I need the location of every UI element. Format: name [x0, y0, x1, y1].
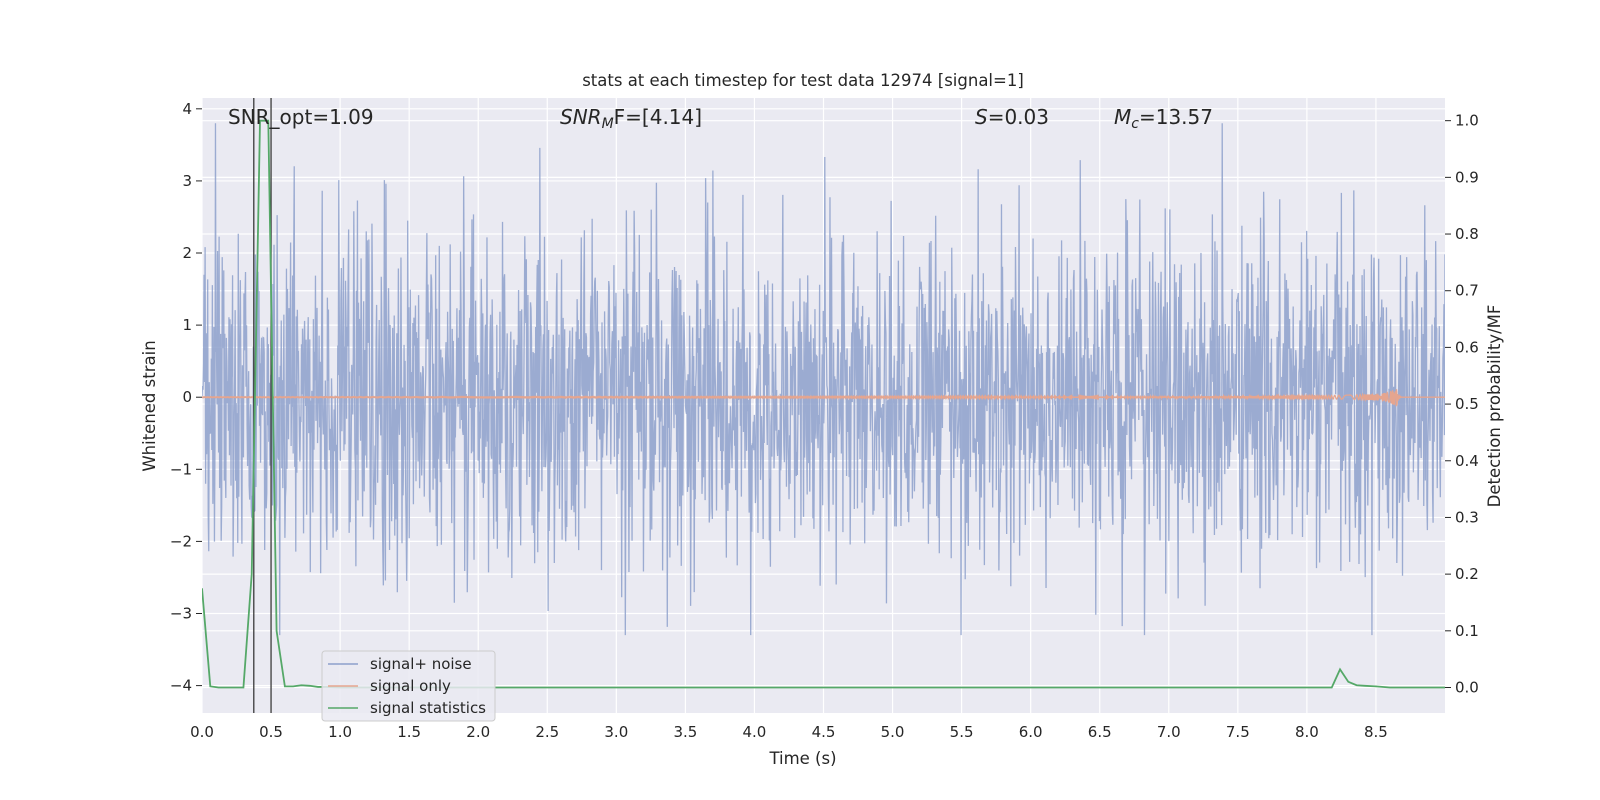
annotation-mc: Mc=13.57 — [1114, 105, 1213, 132]
x-tick-label: 1.0 — [328, 723, 352, 741]
x-tick-label: 5.5 — [950, 723, 974, 741]
y-right-tick-label: 0.4 — [1455, 452, 1479, 470]
y-right-tick-label: 0.5 — [1455, 395, 1479, 413]
annotation-mc-base: M — [1114, 105, 1131, 129]
x-tick-label: 2.0 — [466, 723, 490, 741]
annotation-snr-mf-rest: F=[4.14] — [614, 105, 702, 129]
x-tick-label: 7.5 — [1226, 723, 1250, 741]
legend-box — [321, 650, 496, 722]
y-left-tick-label: 3 — [182, 172, 192, 190]
x-tick-label: 3.5 — [673, 723, 697, 741]
x-tick-label: 0.0 — [190, 723, 214, 741]
x-tick-label: 6.5 — [1088, 723, 1112, 741]
x-tick-label: 8.5 — [1364, 723, 1388, 741]
legend: signal+ noise signal only signal statist… — [321, 650, 496, 722]
series-signal-noise — [202, 123, 1445, 636]
annotation-s: S=0.03 — [975, 105, 1049, 129]
x-tick-label: 5.0 — [881, 723, 905, 741]
annotation-mc-sub: c — [1131, 116, 1139, 132]
x-tick-label: 4.0 — [743, 723, 767, 741]
y-left-tick-label: 4 — [182, 100, 192, 118]
annotation-snr-mf-sub: M — [602, 116, 614, 132]
x-tick-label: 1.5 — [397, 723, 421, 741]
y-axis-right-label: Detection probability/MF — [1485, 305, 1504, 508]
y-left-tick-label: 0 — [182, 388, 192, 406]
signal-trace — [202, 389, 1445, 407]
series-signal-only — [202, 389, 1445, 407]
y-axis-left-ticks: −4 −3 −2 −1 0 1 2 3 4 — [170, 100, 202, 695]
x-tick-label: 8.0 — [1295, 723, 1319, 741]
annotation-s-italic: S — [975, 105, 988, 129]
x-tick-label: 2.5 — [535, 723, 559, 741]
y-right-tick-label: 1.0 — [1455, 112, 1479, 130]
y-right-tick-label: 0.9 — [1455, 168, 1479, 186]
x-tick-label: 6.0 — [1019, 723, 1043, 741]
y-right-tick-label: 0.6 — [1455, 338, 1479, 356]
y-left-tick-label: −1 — [170, 460, 192, 478]
y-left-tick-label: 1 — [182, 316, 192, 334]
annotation-mc-rest: =13.57 — [1139, 105, 1213, 129]
y-right-tick-label: 0.2 — [1455, 565, 1479, 583]
y-left-tick-label: −2 — [170, 532, 192, 550]
x-tick-label: 4.5 — [812, 723, 836, 741]
vertical-markers — [253, 98, 272, 713]
x-axis-ticks: 0.0 0.5 1.0 1.5 2.0 2.5 3.0 3.5 4.0 4.5 5.0 5.5 6.0 6… — [190, 723, 1388, 741]
x-tick-label: 3.0 — [604, 723, 628, 741]
chart-title: stats at each timestep for test data 129… — [582, 71, 1024, 90]
x-tick-label: 7.0 — [1157, 723, 1181, 741]
y-right-tick-label: 0.1 — [1455, 622, 1479, 640]
y-right-tick-label: 0.0 — [1455, 678, 1479, 696]
legend-label-signal-only: signal only — [370, 677, 451, 695]
x-axis-label: Time (s) — [768, 749, 836, 768]
y-left-tick-label: −3 — [170, 605, 192, 623]
annotation-s-rest: =0.03 — [988, 105, 1049, 129]
x-tick-label: 0.5 — [259, 723, 283, 741]
y-right-tick-label: 0.3 — [1455, 508, 1479, 526]
annotation-snr-mf-base: SNR — [560, 105, 602, 129]
y-left-tick-label: 2 — [182, 244, 192, 262]
legend-label-signal-noise: signal+ noise — [370, 655, 472, 673]
y-right-tick-label: 0.7 — [1455, 282, 1479, 300]
annotation-snr-mf: SNRMF=[4.14] — [560, 105, 702, 132]
y-axis-left-label: Whitened strain — [140, 340, 159, 471]
y-left-tick-label: −4 — [170, 677, 192, 695]
annotation-snr-opt: SNR_opt=1.09 — [228, 105, 374, 129]
legend-label-signal-statistics: signal statistics — [370, 699, 486, 717]
y-right-tick-label: 0.8 — [1455, 225, 1479, 243]
annotations: SNR_opt=1.09 SNRMF=[4.14] S=0.03 Mc=13.5… — [228, 105, 1213, 132]
noise-trace — [202, 123, 1445, 636]
y-axis-right-ticks: 0.0 0.1 0.2 0.3 0.4 0.5 0.6 0.7 0.8 0.9 1.0 — [1445, 112, 1479, 696]
